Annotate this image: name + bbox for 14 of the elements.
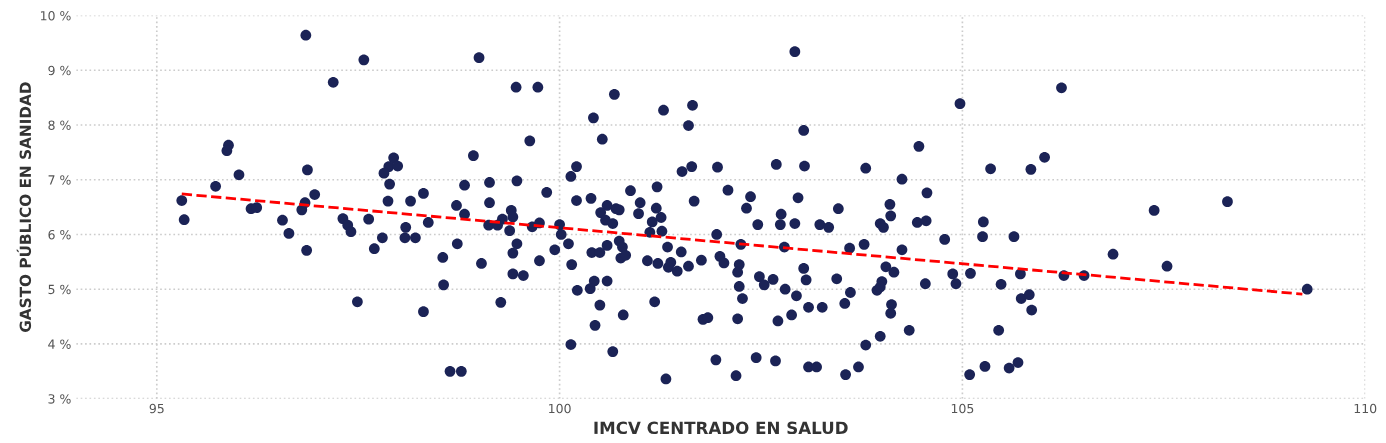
x-tick-label: 110 [1354, 403, 1377, 414]
y-tick-label: 9 % [48, 65, 71, 76]
y-axis-title: GASTO PÚBLICO EN SANIDAD [16, 82, 32, 332]
y-tick-label: 3 % [48, 394, 71, 404]
x-tick-label: 105 [951, 403, 974, 414]
y-tick-label: 5 % [48, 284, 71, 295]
y-tick-label: 7 % [48, 175, 71, 185]
x-tick-label: 100 [549, 403, 571, 414]
x-axis-title: IMCV CENTRADO EN SALUD [594, 421, 848, 435]
y-tick-label: 4 % [48, 339, 71, 349]
y-tick-label: 6 % [48, 229, 71, 240]
x-tick-label: 95 [149, 403, 164, 414]
y-tick-label: 8 % [48, 120, 71, 130]
y-tick-label: 10 % [40, 10, 71, 21]
